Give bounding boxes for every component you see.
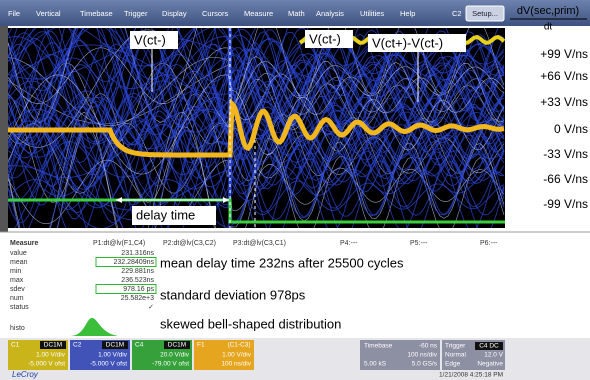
trigger-level: 12.0 V <box>484 352 503 359</box>
delay-label: delay time <box>136 207 195 222</box>
timebase-div: 100 ns/div <box>407 352 437 359</box>
channel-badge-text: DC1M <box>106 342 124 349</box>
channel-setting: 1.00 V/div <box>98 352 128 359</box>
channel-badge-text: (C1-C3) <box>227 342 250 349</box>
row-label: status <box>10 304 29 311</box>
timebase-samples: 5.00 kS <box>364 361 387 368</box>
row-label: mean <box>10 259 28 266</box>
channel-setting: 1.00 V/div <box>36 352 66 359</box>
menu-item[interactable]: Math <box>288 9 305 18</box>
channel-name: C2 <box>73 342 82 349</box>
histogram-icon <box>70 318 118 336</box>
row-label: max <box>10 277 24 284</box>
channel-name: C1 <box>11 342 20 349</box>
axis-title: dV(sec,prim) <box>517 5 579 17</box>
annotation: V(ct-) <box>134 32 166 47</box>
timebase-box[interactable]: Timebase -60 ns 100 ns/div 5.00 kS 5.0 G… <box>360 340 440 370</box>
channel-indicator: C2 <box>452 9 462 18</box>
axis-label: 0 V/ns <box>554 122 588 136</box>
menu-item[interactable]: Display <box>162 9 187 18</box>
parameter[interactable]: P6:--- <box>480 240 498 247</box>
channel-setting: -5.000 V ofst <box>28 361 65 368</box>
menu-item[interactable]: Vertical <box>36 9 61 18</box>
parameter[interactable]: P4:--- <box>340 240 358 247</box>
channel-setting: 100 ns/div <box>221 361 251 368</box>
axis-label: -33 V/ns <box>543 147 588 161</box>
trigger-label: Trigger <box>445 343 466 350</box>
trigger-source: C4 DC <box>479 343 499 350</box>
axis-label: -99 V/ns <box>543 197 588 211</box>
row-label: sdev <box>10 286 25 293</box>
row-value: 236.523ns <box>121 277 154 284</box>
annotation: V(ct+)-V(ct-) <box>372 35 443 50</box>
row-label: value <box>10 250 27 257</box>
parameter[interactable]: P2:dt@lv(C3,C2) <box>163 240 216 247</box>
row-label: min <box>10 268 21 275</box>
note: skewed bell-shaped distribution <box>160 316 341 331</box>
menu-item[interactable]: Utilities <box>360 9 384 18</box>
channel-badge-text: DC1M <box>168 342 186 349</box>
parameter[interactable]: P3:dt@lv(C3,C1) <box>233 240 286 247</box>
measure-header: Measure <box>10 240 39 247</box>
menu-item[interactable]: File <box>8 9 20 18</box>
axis-label: -66 V/ns <box>543 172 588 186</box>
row-value: 232.28409ns <box>114 259 155 266</box>
channel-badge-text: DC1M <box>44 342 62 349</box>
parameter[interactable]: P1:dt@lv(F1,C4) <box>93 240 145 247</box>
timebase-rate: 5.0 GS/s <box>412 361 438 368</box>
row-value: 25.582e+3 <box>121 295 154 302</box>
menu-item[interactable]: Measure <box>244 9 273 18</box>
menu-item[interactable]: Help <box>400 9 415 18</box>
annotation: V(ct-) <box>309 31 341 46</box>
axis-label: +33 V/ns <box>540 95 588 109</box>
channel-setting: 20.0 V/div <box>160 352 190 359</box>
channel-setting: -5.000 V ofst <box>90 361 127 368</box>
axis-labels: +99 V/ns +66 V/ns +33 V/ns 0 V/ns -33 V/ns -6… <box>540 47 588 211</box>
trigger-mode: Normal <box>445 352 467 359</box>
trigger-box[interactable]: Trigger C4 DC Normal 12.0 V Edge Negativ… <box>442 340 505 370</box>
axis-label: +66 V/ns <box>540 69 588 83</box>
channel-setting: -79.00 V ofst <box>152 361 189 368</box>
menu-item[interactable]: Timebase <box>80 9 113 18</box>
menu-item[interactable]: Cursors <box>202 9 229 18</box>
scope-screenshot: File Vertical Timebase Trigger Display Cursor… <box>0 0 590 380</box>
channel-setting: 1.00 V/div <box>222 352 252 359</box>
timestamp: 1/21/2008 4:25:18 PM <box>439 372 503 379</box>
timebase-offset: -60 ns <box>419 343 438 350</box>
row-value: 229.881ns <box>121 268 154 275</box>
menu-item[interactable]: Analysis <box>316 9 344 18</box>
axis-denominator: dt <box>544 22 553 33</box>
timebase-label: Timebase <box>364 343 393 350</box>
row-label: num <box>10 295 24 302</box>
channel-name: C4 <box>135 342 144 349</box>
channel-name: F1 <box>197 342 205 349</box>
left-strip <box>0 26 8 232</box>
trigger-slope: Negative <box>477 361 503 368</box>
row-value: 231.316ns <box>121 250 154 257</box>
trigger-type: Edge <box>445 361 461 368</box>
menu-item[interactable]: Trigger <box>124 9 148 18</box>
brand: LeCroy <box>12 370 39 379</box>
note: mean delay time 232ns after 25500 cycles <box>160 255 404 270</box>
row-label: histo <box>10 325 25 332</box>
axis-label: +99 V/ns <box>540 47 588 61</box>
row-value: ✓ <box>148 304 154 311</box>
parameter[interactable]: P5:--- <box>410 240 428 247</box>
note: standard deviation 978ps <box>160 287 306 302</box>
row-value: 978.16 ps <box>123 286 154 293</box>
setup-label[interactable]: Setup... <box>472 9 498 18</box>
